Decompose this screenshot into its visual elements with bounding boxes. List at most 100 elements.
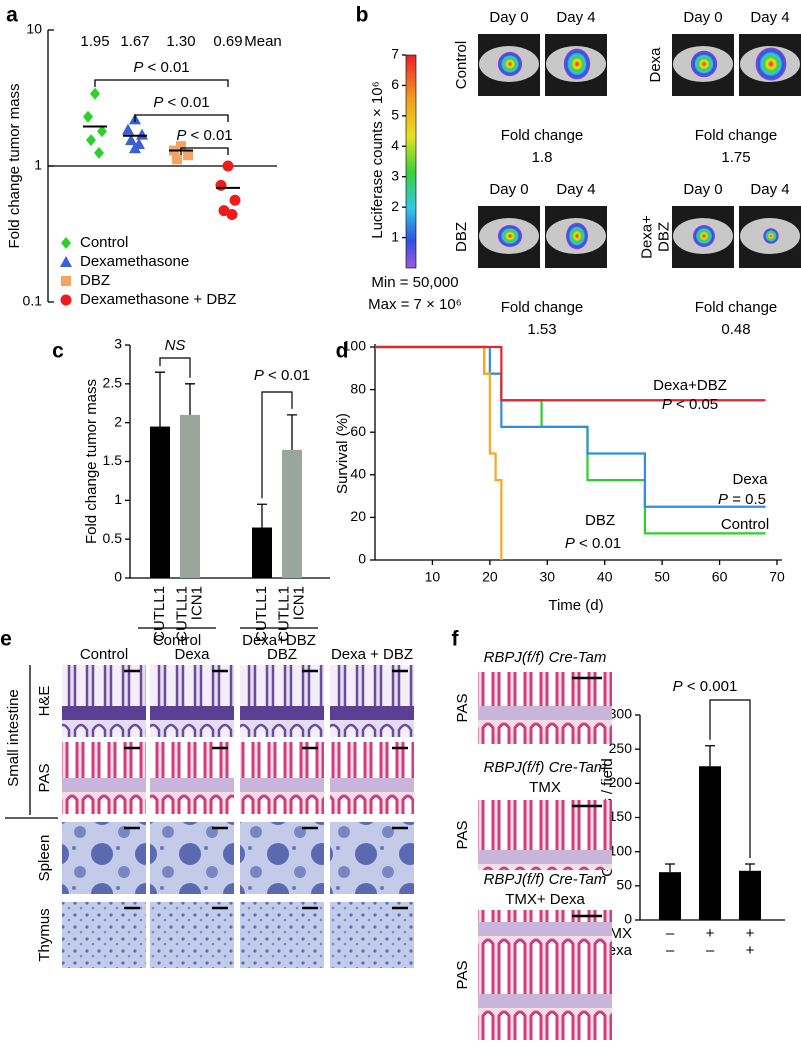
data-point [222, 160, 234, 172]
y-axis-label: Fold change tumor mass [6, 83, 23, 248]
y-tick-label: 10 [26, 21, 42, 37]
day-label: Day 0 [489, 9, 528, 26]
error-bar [665, 863, 675, 873]
group-label: Control [153, 632, 201, 649]
group-label: DBZ [655, 222, 672, 252]
day-label: Day 4 [556, 181, 595, 198]
y-tick-label: 3 [114, 336, 122, 352]
row-label: PAS [454, 694, 471, 723]
y-tick-label: 40 [350, 466, 366, 482]
histology-image [150, 902, 234, 968]
y-tick-label: 0 [114, 569, 122, 585]
day-label: Day 0 [683, 181, 722, 198]
p-rest: < 0.01 [143, 59, 189, 76]
colorbar [405, 54, 417, 269]
y-tick-label: 1.5 [103, 452, 123, 468]
error-bar [287, 414, 297, 450]
group-label: Dexa+ [638, 215, 655, 259]
colorbar-tick-label: 5 [391, 107, 399, 123]
condition-mark: – [666, 942, 675, 959]
colorbar-tick-label: 4 [391, 137, 399, 153]
colorbar-tick-label: 6 [391, 76, 399, 92]
luminescence [690, 50, 718, 78]
series-label: Dexa+DBZ [653, 377, 727, 394]
x-tick-label: 30 [539, 569, 555, 585]
fold-label: Fold change [501, 127, 584, 144]
group-label: Control [453, 41, 470, 89]
bar [659, 872, 681, 920]
data-point [83, 110, 93, 123]
luminescence [563, 48, 591, 80]
error-bar [155, 371, 165, 427]
p-symbol: P [153, 94, 163, 111]
histology-image [478, 672, 612, 744]
legend-marker [61, 276, 71, 286]
row-label: PAS [454, 961, 471, 990]
y-tick-label: 0.1 [23, 293, 43, 309]
y-axis-label: Survival (%) [334, 413, 351, 494]
y-tick-label: 100 [343, 338, 367, 354]
y-tick-label: 0.5 [103, 530, 123, 546]
legend-label: DBZ [80, 272, 110, 289]
comparison-bracket [180, 147, 229, 155]
fold-value: 1.8 [532, 149, 553, 166]
y-tick-label: 50 [616, 877, 632, 893]
p-rest: < 0.01 [186, 127, 232, 144]
comparison-label: P < 0.01 [133, 59, 189, 76]
y-tick-label: 100 [609, 842, 633, 858]
luminescence [566, 222, 588, 250]
y-tick-label: 300 [609, 706, 633, 722]
condition-mark: – [706, 942, 715, 959]
x-tick-label: 20 [482, 569, 498, 585]
x-tick-label: 40 [597, 569, 613, 585]
data-point [183, 150, 193, 161]
comparison-bracket [261, 391, 293, 499]
histology-image [62, 822, 146, 894]
p-symbol: P [565, 535, 575, 552]
p-rest: < 0.01 [575, 535, 621, 552]
legend-label: Dexamethasone + DBZ [80, 291, 236, 308]
data-point [90, 87, 100, 100]
error-bar [257, 503, 267, 528]
p-rest: < 0.05 [672, 396, 718, 413]
row-label: PAS [454, 821, 471, 850]
bar [150, 426, 170, 578]
histology-image [478, 800, 612, 870]
condition-mark: + [746, 925, 755, 942]
min-label: Min = 50,000 [371, 274, 458, 291]
fold-value: 1.53 [527, 321, 556, 338]
comparison-label: P < 0.001 [673, 678, 738, 695]
histology-image [62, 742, 146, 814]
comparison-bracket [709, 699, 751, 858]
legend-label: Dexamethasone [80, 253, 189, 270]
fold-label: Fold change [695, 127, 778, 144]
image-title: RBPJ(f/f) Cre-Tam [484, 871, 607, 888]
histology-image [330, 742, 414, 814]
histology-image [62, 665, 146, 737]
colorbar-tick-label: 7 [391, 46, 399, 62]
y-tick-label: 200 [609, 774, 633, 790]
legend-marker [60, 294, 72, 306]
error-bar [705, 745, 715, 767]
histology-image [150, 665, 234, 737]
mean-title: Mean [244, 33, 282, 50]
panel-letter: e [0, 628, 12, 651]
p-rest: < 0.001 [683, 678, 738, 695]
group-label: Dexa [647, 47, 664, 83]
comparison-bracket [134, 114, 229, 122]
comparison-label: P < 0.01 [176, 127, 232, 144]
max-label: Max = 7 × 10⁶ [368, 296, 462, 313]
comparison-bracket [159, 357, 191, 378]
bar [699, 766, 721, 920]
data-point [226, 208, 238, 220]
comparison-label: P < 0.01 [153, 94, 209, 111]
data-point [136, 128, 148, 140]
y-axis-label: Fold change tumor mass [83, 379, 100, 544]
p-symbol: P [718, 491, 728, 508]
fold-value: 0.48 [721, 321, 750, 338]
day-label: Day 0 [489, 181, 528, 198]
x-axis-label: Time (d) [548, 597, 603, 614]
image-title: TMX+ Dexa [505, 891, 585, 908]
image-title: TMX [529, 779, 561, 796]
